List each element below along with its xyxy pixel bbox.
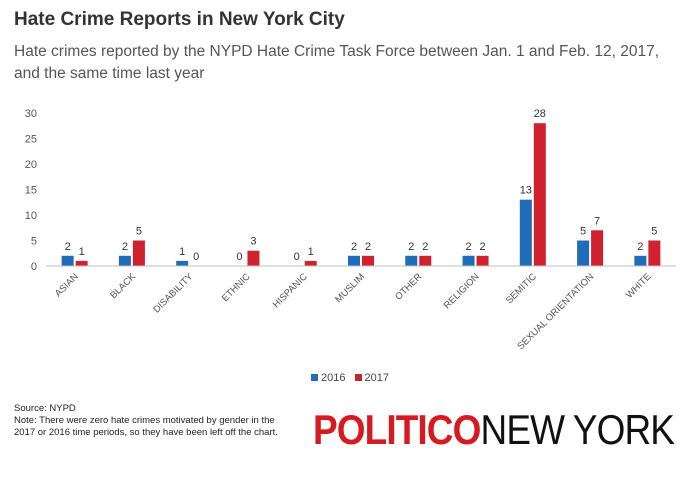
- y-tick-label-30: 30: [25, 108, 37, 120]
- bar-2016-asian: [61, 255, 74, 266]
- bar-2017-ethnic: [247, 250, 260, 266]
- value-label-2016-white: 2: [637, 241, 643, 253]
- logo-politico: POLITICO: [313, 406, 481, 453]
- y-tick-label-25: 25: [25, 134, 37, 146]
- legend-item-2016: 2016: [310, 372, 346, 384]
- x-tick-label-muslim: MUSLIM: [333, 271, 367, 305]
- bar-2017-muslim: [362, 255, 374, 266]
- x-tick-label-black: BLACK: [108, 271, 138, 301]
- value-label-2017-sexual-orientation: 7: [594, 215, 600, 227]
- y-axis: 0 5 10 15 20 25 30: [25, 108, 37, 273]
- y-tick-label-5: 5: [31, 236, 37, 248]
- chart-title: Hate Crime Reports in New York City: [14, 9, 345, 30]
- bar-2016-disability: [176, 260, 189, 266]
- value-label-2017-asian: 1: [79, 246, 85, 258]
- value-label-2016-ethnic: 0: [236, 251, 242, 263]
- bar-2016-religion: [462, 255, 475, 266]
- value-label-2016-asian: 2: [65, 241, 71, 253]
- value-label-2016-muslim: 2: [351, 241, 357, 253]
- legend-item-2017: 2017: [354, 372, 390, 384]
- note-line: Note: There were zero hate crimes motiva…: [14, 415, 278, 438]
- logo-new-york: NEW YORK: [480, 406, 675, 453]
- bar-2017-semitic: [533, 123, 546, 266]
- x-tick-label-disability: DISABILITY: [151, 271, 195, 315]
- politico-new-york-logo: POLITICONEW YORK: [313, 405, 675, 455]
- y-tick-label-10: 10: [25, 210, 37, 222]
- legend-label-2017: 2017: [364, 372, 390, 384]
- value-label-2017-ethnic: 3: [250, 236, 256, 248]
- bar-2016-black: [118, 255, 131, 266]
- value-label-2017-white: 5: [651, 226, 657, 238]
- x-tick-label-semitic: SEMITIC: [504, 271, 539, 306]
- value-label-2017-religion: 2: [479, 241, 485, 253]
- x-tick-label-other: OTHER: [393, 271, 424, 302]
- bar-2017-other: [419, 255, 432, 266]
- x-tick-label-religion: RELIGION: [442, 271, 482, 311]
- source-line: Source: NYPD: [14, 403, 76, 414]
- x-tick-label-hispanic: HISPANIC: [271, 271, 310, 310]
- bar-2016-sexual-orientation: [577, 240, 590, 266]
- bars-group: [61, 123, 661, 266]
- value-label-2016-semitic: 13: [520, 185, 532, 197]
- x-axis: ASIAN BLACK DISABILITY ETHNIC HISPANIC MUSLIM…: [46, 265, 676, 352]
- bar-2017-asian: [75, 260, 88, 266]
- x-tick-label-ethnic: ETHNIC: [220, 271, 253, 304]
- bar-2017-religion: [476, 255, 489, 266]
- value-label-2017-disability: 0: [193, 251, 199, 263]
- y-tick-label-0: 0: [31, 261, 37, 273]
- value-label-2017-muslim: 2: [365, 241, 371, 253]
- chart-legend: 2016 2017: [0, 372, 700, 384]
- y-tick-label-15: 15: [25, 185, 37, 197]
- legend-label-2016: 2016: [320, 372, 346, 384]
- value-label-2016-other: 2: [408, 241, 414, 253]
- bar-2017-hispanic: [304, 260, 317, 266]
- value-label-2017-black: 5: [136, 226, 142, 238]
- value-label-2016-sexual-orientation: 5: [580, 226, 586, 238]
- value-label-2017-hispanic: 1: [308, 246, 314, 258]
- legend-swatch-2016: [310, 374, 318, 381]
- x-tick-label-asian: ASIAN: [53, 271, 81, 299]
- bar-2016-muslim: [348, 255, 360, 266]
- value-label-2017-other: 2: [422, 241, 428, 253]
- bar-2016-semitic: [519, 199, 532, 266]
- bar-2016-other: [405, 255, 418, 266]
- bar-2017-black: [132, 240, 145, 266]
- x-tick-label-white: WHITE: [624, 271, 653, 300]
- bar-2016-white: [634, 255, 647, 266]
- bar-2017-white: [648, 240, 661, 266]
- footnote: Source: NYPD Note: There were zero hate …: [14, 403, 289, 439]
- y-tick-label-20: 20: [25, 159, 37, 171]
- value-label-2016-disability: 1: [179, 246, 185, 258]
- legend-swatch-2017: [354, 374, 362, 381]
- chart-subtitle: Hate crimes reported by the NYPD Hate Cr…: [14, 43, 660, 82]
- bar-2017-sexual-orientation: [591, 230, 604, 266]
- value-label-2016-black: 2: [122, 241, 128, 253]
- value-label-2017-semitic: 28: [534, 108, 546, 120]
- value-label-2016-hispanic: 0: [294, 251, 300, 263]
- value-label-2016-religion: 2: [465, 241, 471, 253]
